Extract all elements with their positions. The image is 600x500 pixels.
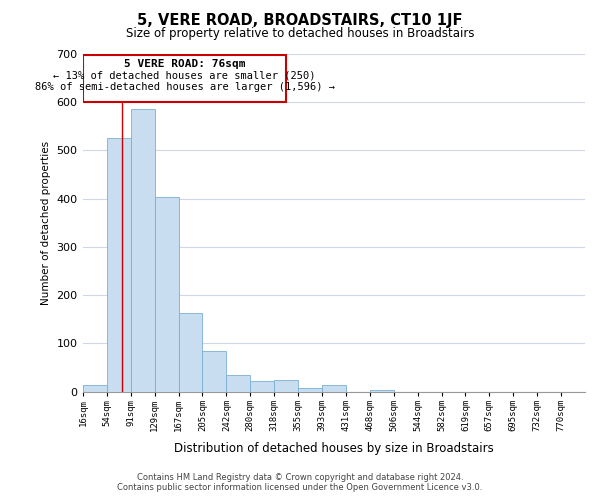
Bar [322, 386, 346, 392]
Text: ← 13% of detached houses are smaller (250): ← 13% of detached houses are smaller (25… [53, 71, 316, 81]
Text: 5 VERE ROAD: 76sqm: 5 VERE ROAD: 76sqm [124, 59, 245, 69]
Bar [298, 388, 322, 392]
Bar [179, 313, 202, 392]
Text: 5, VERE ROAD, BROADSTAIRS, CT10 1JF: 5, VERE ROAD, BROADSTAIRS, CT10 1JF [137, 12, 463, 28]
Bar [370, 390, 394, 392]
Bar [83, 55, 286, 102]
Text: Contains HM Land Registry data © Crown copyright and database right 2024.
Contai: Contains HM Land Registry data © Crown c… [118, 473, 482, 492]
Bar [250, 381, 274, 392]
Bar [155, 198, 179, 392]
Bar [83, 386, 107, 392]
Bar [274, 380, 298, 392]
Bar [202, 350, 226, 392]
Y-axis label: Number of detached properties: Number of detached properties [41, 141, 50, 305]
Bar [107, 138, 131, 392]
Text: Size of property relative to detached houses in Broadstairs: Size of property relative to detached ho… [126, 28, 474, 40]
X-axis label: Distribution of detached houses by size in Broadstairs: Distribution of detached houses by size … [174, 442, 494, 455]
Text: 86% of semi-detached houses are larger (1,596) →: 86% of semi-detached houses are larger (… [35, 82, 335, 92]
Bar [131, 110, 155, 392]
Bar [226, 375, 250, 392]
